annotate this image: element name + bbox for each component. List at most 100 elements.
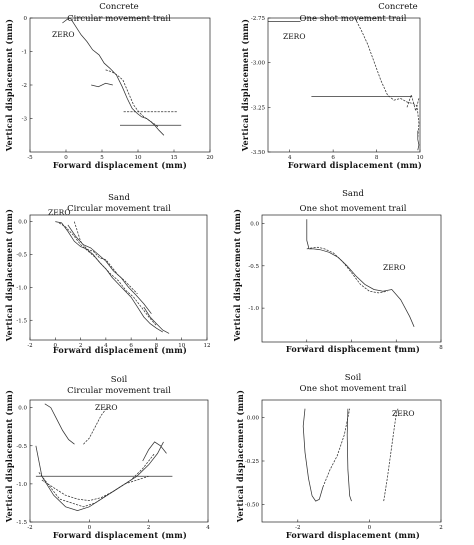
x-tick-label: 0 [64,155,68,161]
y-axis-label: Vertical displacement (mm) [4,19,14,152]
x-tick-label: 12 [204,343,211,349]
series-line [105,69,159,128]
x-tick-label: 15 [171,155,178,161]
y-axis-label: Vertical displacement (mm) [240,19,250,152]
series-line [44,403,75,445]
chart-subtitle: Circular movement trail [67,386,171,396]
chart-title: Soil [111,375,128,385]
x-tick-label: 0 [54,343,58,349]
y-tick-label: -1.0 [16,482,27,488]
y-tick-label: 0 [24,16,28,22]
x-tick-label: 8 [439,345,443,351]
y-tick-label: -3.00 [251,61,266,67]
series-line [346,408,352,502]
zero-annotation: ZERO [383,263,405,272]
chart-title: Concrete [378,2,417,12]
chart-title: Sand [108,193,130,203]
x-tick-label: 6 [129,343,133,349]
series-line [91,82,113,88]
x-tick-label: 2 [79,343,83,349]
plot-frame [261,399,442,523]
x-tick-label: 10 [417,155,424,161]
chart-subtitle: Circular movement trail [67,14,171,24]
y-tick-label: -0.5 [16,252,27,258]
x-tick-label: 10 [178,343,185,349]
x-tick-label: 4 [350,345,354,351]
series-line [142,441,167,462]
y-axis-label: Vertical displacement (mm) [235,390,245,523]
y-tick-label: -0.5 [248,264,259,270]
y-tick-label: -1 [22,50,27,56]
x-tick-label: 6 [395,345,399,351]
y-axis-label: Vertical displacement (mm) [4,209,14,342]
zero-annotation: ZERO [95,403,117,412]
series-line [143,306,170,334]
y-tick-label: -1.0 [16,285,27,291]
y-tick-label: 0.00 [247,415,260,421]
x-axis-label: Forward displacement (mm) [53,160,187,170]
series-line [354,18,420,138]
x-tick-label: 4 [206,525,210,531]
y-tick-label: -1.0 [248,306,259,312]
series-line [306,246,388,294]
chart-subtitle: One shot movement trail [300,384,407,394]
x-axis-label: Forward displacement (mm) [53,345,187,355]
chart-title: Sand [342,189,364,199]
plot-frame [261,214,442,343]
y-tick-label: -0.50 [245,503,260,509]
x-axis-label: Forward displacement (mm) [286,344,420,354]
x-tick-label: -2 [27,525,32,531]
y-tick-label: -3.50 [251,150,266,156]
series-line [41,475,149,501]
x-tick-label: 5 [100,155,104,161]
y-tick-label: -3.25 [251,105,266,111]
series-line [417,130,420,151]
chart-subtitle: One shot movement trail [300,14,407,24]
x-tick-label: -2 [295,525,300,531]
series-line [38,453,155,508]
x-axis-label: Forward displacement (mm) [53,530,187,540]
series-line [322,408,351,488]
y-axis-label: Vertical displacement (mm) [232,209,242,342]
series-line [83,407,108,445]
plot-frame [267,17,421,153]
zero-annotation: ZERO [52,30,74,39]
x-tick-label: 0 [368,525,372,531]
series-line [55,221,163,333]
y-axis-label: Vertical displacement (mm) [4,390,14,523]
zero-annotation: ZERO [283,32,305,41]
series-line [383,408,399,502]
x-tick-label: 2 [305,345,309,351]
y-tick-label: -0.25 [245,459,260,465]
y-tick-label: -2 [22,83,27,89]
x-tick-label: 2 [439,525,443,531]
series-line [302,408,324,502]
series-line [67,224,152,314]
x-axis-label: Forward displacement (mm) [288,160,422,170]
x-tick-label: 10 [135,155,142,161]
zero-annotation: ZERO [392,409,414,418]
y-tick-label: -3 [22,117,28,123]
y-tick-label: 0.0 [18,220,27,226]
x-tick-label: 4 [104,343,108,349]
y-tick-label: 0.0 [250,221,259,227]
x-tick-label: 8 [375,155,379,161]
x-tick-label: -5 [27,155,33,161]
y-tick-label: 0.0 [18,406,27,412]
chart-subtitle: One shot movement trail [300,204,407,214]
chart-subtitle: Circular movement trail [67,204,171,214]
chart-title: Concrete [99,2,138,12]
x-axis-label: Forward displacement (mm) [286,530,420,540]
plot-frame [29,399,209,523]
x-tick-label: 20 [207,155,214,161]
x-tick-label: 0 [88,525,92,531]
y-tick-label: -1.5 [16,520,27,526]
x-tick-label: -2 [27,343,32,349]
x-tick-label: 8 [155,343,159,349]
y-tick-label: -1.5 [16,318,27,324]
x-tick-label: 4 [288,155,292,161]
series-line [73,221,138,295]
plot-frame [29,214,208,341]
chart-title: Soil [345,373,362,383]
